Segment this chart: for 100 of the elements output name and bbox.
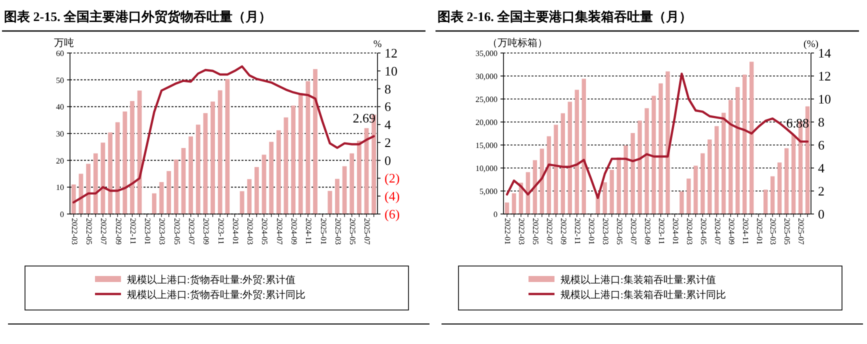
x-tick-label: 2024-03	[684, 218, 694, 245]
x-tick-label: 2024-01	[670, 218, 680, 245]
x-tick-label: 2024-03	[246, 218, 255, 245]
y-tick-label: 30	[56, 130, 64, 138]
chart-title: 图表 2-15. 全国主要港口外贸货物吞吐量（月）	[4, 9, 272, 24]
bar	[560, 113, 565, 214]
legend-label: 规模以上港口:货物吞吐量:外贸:累计值	[127, 274, 296, 286]
x-tick-label: 2022-09	[559, 218, 568, 245]
x-tick-label: 2024-09	[289, 218, 298, 245]
y-axis-title: 万吨	[54, 37, 74, 49]
chart-title: 图表 2-16. 全国主要港口集装箱吞吐量（月）	[438, 9, 692, 24]
x-tick-label: 2022-05	[531, 218, 540, 245]
y2-tick-label: 12	[384, 46, 398, 60]
y2-axis-title: (%)	[804, 39, 818, 50]
y-tick-label: 35,000	[476, 49, 498, 58]
y-tick-label: 20,000	[476, 118, 498, 127]
bar	[159, 182, 164, 214]
x-tick-label: 2024-07	[274, 218, 284, 245]
x-tick-label: 2024-05	[260, 218, 270, 245]
y2-tick-label: 10	[384, 63, 398, 78]
x-tick-label: 2023-03	[600, 218, 610, 245]
y-tick-label: 0	[494, 210, 498, 219]
y-tick-label: 25,000	[476, 95, 498, 104]
x-tick-label: 2023-11	[656, 218, 666, 244]
bar	[742, 74, 747, 214]
x-tick-label: 2023-09	[202, 218, 211, 245]
y2-tick-label: 2	[384, 134, 391, 150]
bar	[130, 101, 134, 214]
y2-tick-label: 2	[818, 184, 824, 198]
x-tick-label: 2025-07	[796, 218, 806, 245]
bar	[708, 139, 712, 214]
x-tick-label: 2023-01	[143, 218, 152, 245]
bar	[335, 178, 340, 214]
x-tick-label: 2023-01	[587, 218, 596, 245]
bar	[269, 142, 274, 214]
bar	[763, 190, 768, 214]
bar	[298, 93, 303, 214]
bar	[652, 96, 656, 214]
y-tick-label: 30,000	[476, 72, 498, 81]
x-tick-label: 2024-11	[304, 218, 314, 244]
y2-tick-label: (4)	[384, 188, 400, 204]
bar	[680, 191, 684, 214]
x-tick-label: 2024-11	[740, 218, 750, 244]
y-tick-label: 50	[56, 76, 64, 85]
y2-tick-label: 8	[818, 114, 824, 130]
bar	[630, 133, 635, 214]
y2-tick-label: 14	[818, 46, 832, 60]
bar	[276, 130, 281, 214]
bar	[181, 148, 186, 214]
x-tick-label: 2023-03	[158, 218, 167, 245]
x-tick-label: 2023-07	[628, 218, 638, 245]
y2-tick-label: 0	[384, 152, 391, 168]
bar	[225, 79, 230, 214]
y2-tick-label: (2)	[384, 170, 400, 186]
x-tick-label: 2025-01	[754, 218, 764, 245]
bar	[574, 90, 579, 214]
bar	[218, 90, 222, 214]
bar	[188, 136, 193, 214]
x-tick-label: 2024-09	[726, 218, 736, 245]
x-tick-label: 2022-07	[99, 218, 108, 245]
y-tick-label: 60	[56, 49, 64, 58]
y2-tick-label: (6)	[384, 206, 400, 222]
bar	[546, 136, 552, 214]
legend-label: 规模以上港口:货物吞吐量:外贸:累计同比	[127, 289, 306, 301]
y-tick-label: 10	[56, 183, 64, 192]
x-tick-label: 2022-11	[573, 218, 582, 244]
bar	[568, 102, 572, 214]
bar	[644, 108, 649, 214]
y-tick-label: 10,000	[476, 164, 498, 173]
annotation: 2.69	[352, 110, 376, 126]
bar	[196, 124, 200, 214]
bar	[728, 100, 733, 214]
x-tick-label: 2023-09	[642, 218, 652, 245]
x-tick-label: 2022-03	[70, 218, 79, 245]
bar	[638, 120, 642, 214]
x-tick-label: 2025-01	[318, 218, 328, 245]
bar	[262, 154, 266, 214]
bar	[791, 134, 796, 214]
bar	[694, 166, 698, 214]
bar	[115, 122, 120, 214]
y-tick-label: 20	[56, 156, 64, 166]
bar	[71, 184, 76, 214]
x-tick-label: 2023-05	[614, 218, 624, 245]
x-tick-label: 2022-11	[128, 218, 138, 244]
bar	[203, 113, 208, 214]
y2-tick-label: 4	[818, 160, 825, 176]
y-tick-label: 40	[56, 102, 64, 112]
bar	[152, 193, 156, 214]
y-tick-label: 0	[60, 210, 64, 219]
bar	[616, 157, 621, 214]
bar	[777, 162, 782, 214]
bar	[210, 102, 215, 214]
y-axis-title: （万吨标箱）	[488, 37, 548, 49]
x-tick-label: 2025-03	[333, 218, 342, 245]
x-tick-label: 2022-05	[84, 218, 94, 245]
x-tick-label: 2025-07	[362, 218, 372, 245]
bar	[284, 117, 288, 214]
bar	[86, 164, 90, 214]
line-series	[506, 72, 809, 199]
bar	[342, 166, 347, 214]
